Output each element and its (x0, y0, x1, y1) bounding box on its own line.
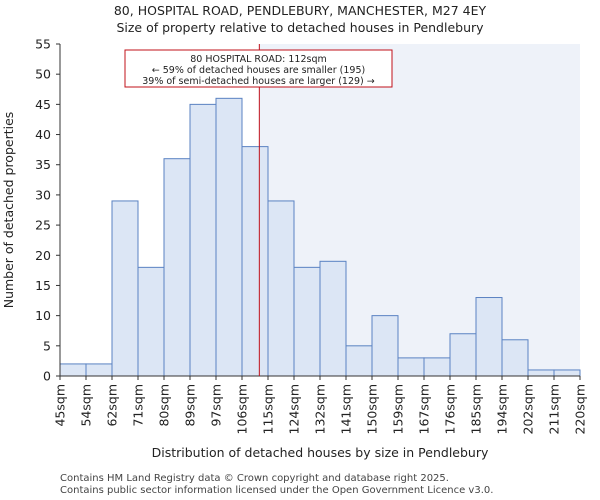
annotation-line-3: 39% of semi-detached houses are larger (… (142, 76, 375, 87)
bar-71sqm (137, 266, 165, 377)
bar-97sqm (215, 97, 243, 377)
y-tick-label: 5 (43, 338, 51, 353)
bar-115sqm (267, 200, 295, 377)
x-tick-label: 150sqm (365, 384, 380, 434)
y-tick-label: 10 (35, 308, 51, 323)
bar-54sqm (85, 363, 113, 377)
bar-176sqm (449, 333, 477, 377)
bar-141sqm (345, 345, 373, 377)
annotation-box (124, 49, 393, 88)
bar-211sqm (553, 369, 581, 377)
footer-licence: Contains public sector information licen… (60, 485, 494, 496)
y-tick-label: 40 (35, 127, 51, 142)
annotation-line-2: ← 59% of detached houses are smaller (19… (152, 65, 365, 76)
x-tick-label: 167sqm (417, 384, 432, 434)
x-tick-label: 159sqm (391, 384, 406, 434)
chart-title: 80, HOSPITAL ROAD, PENDLEBURY, MANCHESTE… (113, 3, 487, 18)
y-axis-label: Number of detached properties (1, 112, 16, 309)
chart-subtitle: Size of property relative to detached ho… (116, 20, 484, 35)
y-tick-label: 30 (35, 187, 51, 202)
bar-194sqm (501, 339, 529, 377)
y-tick-label: 45 (35, 97, 51, 112)
y-tick-label: 55 (35, 37, 51, 52)
bar-150sqm (371, 315, 399, 377)
annotation-line-1: 80 HOSPITAL ROAD: 112sqm (190, 54, 326, 65)
x-axis-label: Distribution of detached houses by size … (151, 445, 489, 460)
x-tick-label: 141sqm (339, 384, 354, 434)
x-tick-label: 124sqm (287, 384, 302, 434)
bar-202sqm (527, 369, 555, 377)
y-tick-label: 0 (43, 369, 51, 384)
bar-124sqm (293, 266, 321, 377)
x-tick-label: 220sqm (573, 384, 588, 434)
bar-89sqm (189, 103, 217, 377)
y-tick-label: 35 (35, 157, 51, 172)
x-tick-label: 132sqm (313, 384, 328, 434)
y-tick-label: 50 (35, 67, 51, 82)
y-tick-label: 15 (35, 278, 51, 293)
x-tick-label: 185sqm (469, 384, 484, 434)
bar-159sqm (397, 357, 425, 377)
x-tick-label: 71sqm (131, 384, 146, 427)
x-tick-label: 80sqm (157, 384, 172, 427)
x-tick-label: 62sqm (105, 384, 120, 427)
x-tick-label: 194sqm (495, 384, 510, 434)
bar-62sqm (111, 200, 139, 377)
x-tick-label: 45sqm (53, 384, 68, 427)
x-tick-label: 89sqm (183, 384, 198, 427)
bar-167sqm (423, 357, 451, 377)
x-tick-label: 211sqm (547, 384, 562, 434)
y-tick-label: 25 (35, 218, 51, 233)
x-tick-label: 54sqm (79, 384, 94, 427)
x-tick-label: 115sqm (261, 384, 276, 434)
x-tick-label: 97sqm (209, 384, 224, 427)
bar-106sqm (241, 146, 269, 377)
x-tick-label: 176sqm (443, 384, 458, 434)
y-tick-label: 20 (35, 248, 51, 263)
x-tick-label: 106sqm (235, 384, 250, 434)
footer-copyright: Contains HM Land Registry data © Crown c… (60, 473, 449, 484)
bar-132sqm (319, 260, 347, 377)
x-tick-label: 202sqm (521, 384, 536, 434)
bar-80sqm (163, 158, 191, 377)
bar-45sqm (59, 363, 87, 377)
bar-185sqm (475, 297, 503, 377)
